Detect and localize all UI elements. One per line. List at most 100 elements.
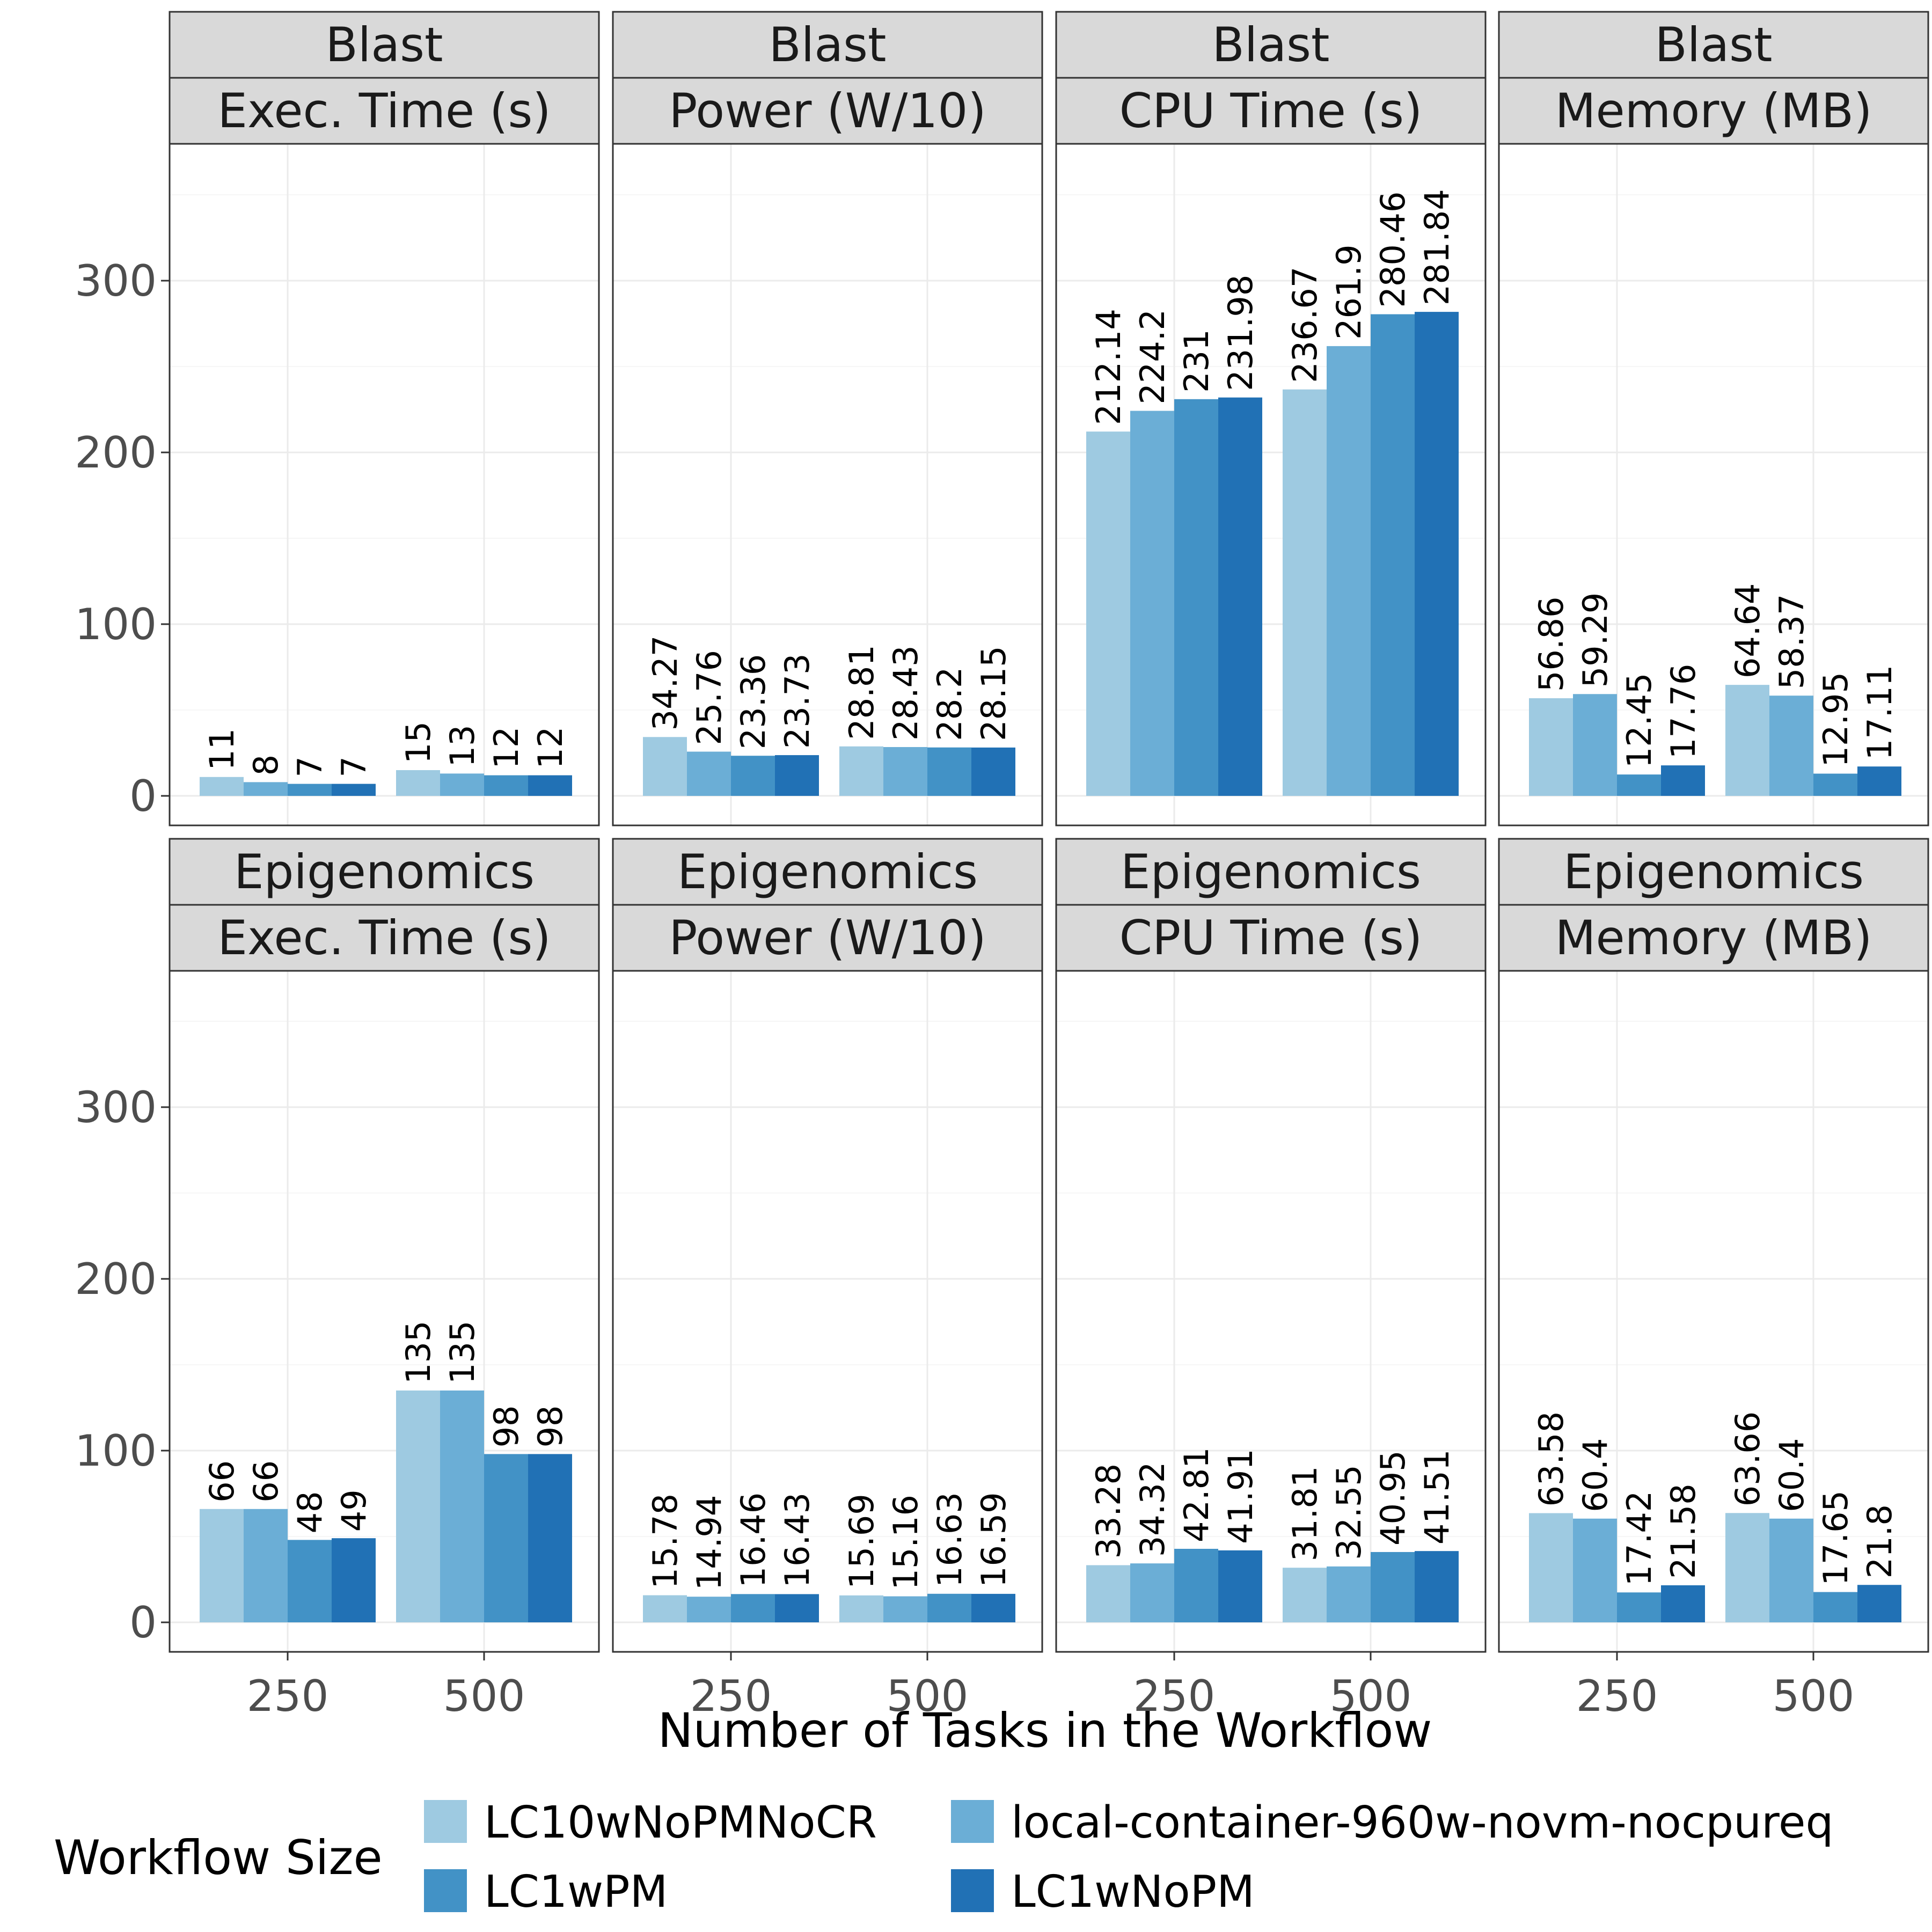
strip-background	[1055, 77, 1487, 145]
bar-value-label: 34.32	[1133, 1462, 1172, 1557]
bar-value-label: 32.55	[1329, 1465, 1368, 1560]
bar	[775, 1594, 819, 1622]
strip-workflow-label: Epigenomics	[1563, 844, 1864, 899]
bar	[200, 1509, 244, 1622]
bar	[839, 1595, 883, 1622]
bar	[883, 1596, 927, 1622]
bar-value-label: 66	[246, 1460, 286, 1503]
bar	[643, 1595, 687, 1622]
bar	[1218, 1550, 1262, 1622]
bar	[200, 777, 244, 796]
legend-item-local-container-960w-novm-nocpureq: local-container-960w-novm-nocpureq	[951, 1797, 1834, 1848]
bar-value-label: 13	[443, 724, 482, 767]
strip-background	[1498, 11, 1929, 79]
bar	[1371, 1552, 1415, 1622]
bar	[1283, 1568, 1327, 1622]
legend-label: LC1wNoPM	[1011, 1867, 1255, 1918]
x-tick-label: 500	[443, 1671, 525, 1721]
strip-workflow: Blast	[612, 11, 1043, 79]
panel-background	[1056, 971, 1485, 1652]
strip-metric-label: Exec. Time (s)	[217, 83, 551, 138]
bar	[1283, 389, 1327, 796]
x-tick-label: 250	[1133, 1671, 1216, 1721]
bar-value-label: 281.84	[1417, 189, 1457, 305]
legend-item-lc1wpm: LC1wPM	[424, 1867, 668, 1918]
strip-workflow-label: Blast	[1212, 17, 1329, 72]
strip-background	[1055, 904, 1487, 972]
x-tick-label: 250	[247, 1671, 329, 1721]
panel-background	[170, 144, 599, 825]
bar-value-label: 17.76	[1664, 664, 1703, 759]
legend-swatch	[951, 1869, 994, 1912]
bar-value-label: 15	[399, 721, 438, 764]
y-tick-label: 200	[75, 428, 157, 478]
bar-value-label: 60.4	[1772, 1438, 1811, 1512]
bar-value-label: 8	[246, 755, 286, 775]
bar	[1813, 773, 1857, 796]
bar-value-label: 42.81	[1177, 1447, 1216, 1543]
legend-label: local-container-960w-novm-nocpureq	[1011, 1797, 1834, 1848]
strip-workflow: Blast	[169, 11, 600, 79]
bar	[1529, 1513, 1573, 1622]
strip-metric-label: Memory (MB)	[1555, 910, 1872, 965]
bar-value-label: 40.95	[1373, 1450, 1413, 1546]
y-tick-label: 0	[129, 1598, 157, 1648]
bar	[883, 747, 927, 796]
bar-value-label: 236.67	[1285, 267, 1324, 383]
strip-workflow: Blast	[1498, 11, 1929, 79]
panel-epigenomics-cpu-time-s: 33.28 34.32 42.81 41.91 31.81 32.55 40.95 41.51…	[1055, 838, 1487, 1653]
bar	[1130, 411, 1174, 796]
bar-value-label: 15.78	[646, 1494, 685, 1589]
bar-value-label: 23.73	[778, 654, 817, 749]
bar-value-label: 28.2	[930, 667, 969, 741]
bar	[528, 1454, 572, 1622]
bar	[1769, 1518, 1813, 1622]
bar-value-label: 64.64	[1728, 583, 1767, 679]
strip-workflow: Blast	[1055, 11, 1487, 79]
bar-value-label: 63.66	[1728, 1411, 1767, 1507]
legend-item-lc1wnopm: LC1wNoPM	[951, 1867, 1255, 1918]
bar	[687, 1597, 731, 1622]
strip-background	[169, 11, 600, 79]
bar-value-label: 15.69	[842, 1494, 881, 1589]
strip-workflow: Epigenomics	[169, 838, 600, 906]
bar	[1857, 1585, 1901, 1622]
bar-value-label: 261.9	[1329, 244, 1368, 340]
bar	[1573, 694, 1617, 796]
bar-value-label: 135	[443, 1321, 482, 1384]
panel-background	[613, 971, 1042, 1652]
strip-workflow-label: Blast	[1655, 17, 1772, 72]
strip-metric-label: Exec. Time (s)	[217, 910, 551, 965]
bar	[1725, 1513, 1769, 1622]
strip-metric-label: Memory (MB)	[1555, 83, 1872, 138]
strip-metric-label: CPU Time (s)	[1119, 910, 1423, 965]
bar-value-label: 17.65	[1816, 1490, 1855, 1586]
strip-background	[1055, 11, 1487, 79]
strip-background	[1055, 838, 1487, 906]
legend-title: Workflow Size	[54, 1830, 383, 1885]
bar-value-label: 28.43	[886, 646, 925, 741]
bar	[687, 751, 731, 796]
bar	[244, 782, 288, 796]
bar-value-label: 12.95	[1816, 672, 1855, 767]
bar	[971, 747, 1015, 796]
strip-background	[1498, 904, 1929, 972]
strip-background	[169, 838, 600, 906]
strip-metric: CPU Time (s)	[1055, 77, 1487, 145]
x-axis-title: Number of Tasks in the Workflow	[658, 1703, 1432, 1758]
strip-workflow: Epigenomics	[612, 838, 1043, 906]
bar-value-label: 31.81	[1285, 1466, 1324, 1562]
bar-value-label: 16.59	[974, 1492, 1013, 1587]
strip-workflow-label: Epigenomics	[234, 844, 535, 899]
bar-value-label: 21.58	[1664, 1483, 1703, 1579]
bar-value-label: 16.43	[778, 1492, 817, 1588]
bar	[1218, 397, 1262, 796]
bar-value-label: 231	[1177, 329, 1216, 392]
bar-value-label: 58.37	[1772, 594, 1811, 690]
bar-value-label: 60.4	[1576, 1438, 1615, 1512]
bar	[332, 784, 376, 796]
y-tick-label: 100	[75, 599, 157, 649]
